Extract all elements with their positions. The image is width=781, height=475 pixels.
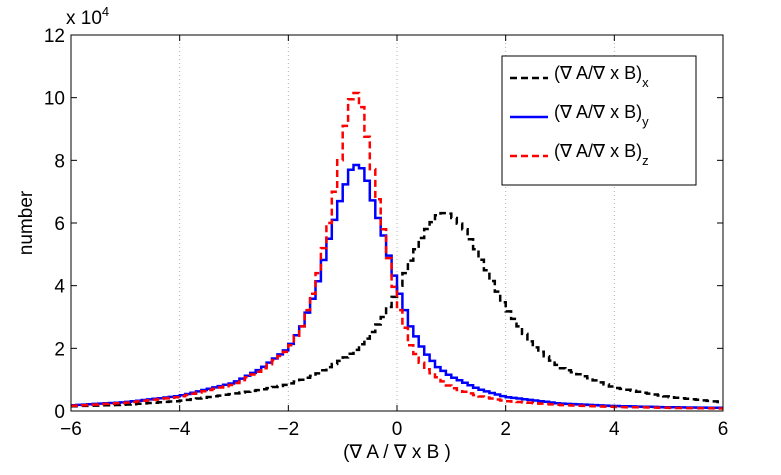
x-tick-label: −6	[60, 419, 82, 440]
x-tick-label: −4	[169, 419, 191, 440]
x-axis-label: (∇ A / ∇ x B )	[343, 442, 451, 463]
x-tick-label: 6	[718, 419, 729, 440]
y-tick-label: 6	[54, 214, 65, 235]
legend-label-z: (∇ A/∇ x B)z	[554, 141, 649, 168]
x-tick-label: 4	[609, 419, 620, 440]
legend-label-x: (∇ A/∇ x B)x	[554, 63, 649, 90]
x-tick-label: 2	[500, 419, 511, 440]
series-group	[71, 91, 723, 410]
y-tick-label: 12	[44, 26, 65, 47]
y-exponent-label: x 104	[66, 4, 109, 29]
ticks-group: −6 −4 −2 0 2 4 6 0 2 4 6 8 10 12	[44, 26, 728, 440]
y-tick-label: 10	[44, 89, 65, 110]
y-tick-label: 0	[54, 402, 65, 423]
legend: (∇ A/∇ x B)x (∇ A/∇ x B)y (∇ A/∇ x B)z	[501, 55, 697, 186]
y-tick-label: 4	[54, 277, 65, 298]
y-tick-label: 8	[54, 151, 65, 172]
y-axis-label: number	[16, 190, 37, 255]
series-line-z	[71, 91, 723, 410]
grid-lines	[179, 35, 615, 411]
x-tick-label: −2	[277, 419, 299, 440]
x-tick-label: 0	[392, 419, 403, 440]
y-tick-label: 2	[54, 339, 65, 360]
legend-label-y: (∇ A/∇ x B)y	[554, 102, 649, 129]
